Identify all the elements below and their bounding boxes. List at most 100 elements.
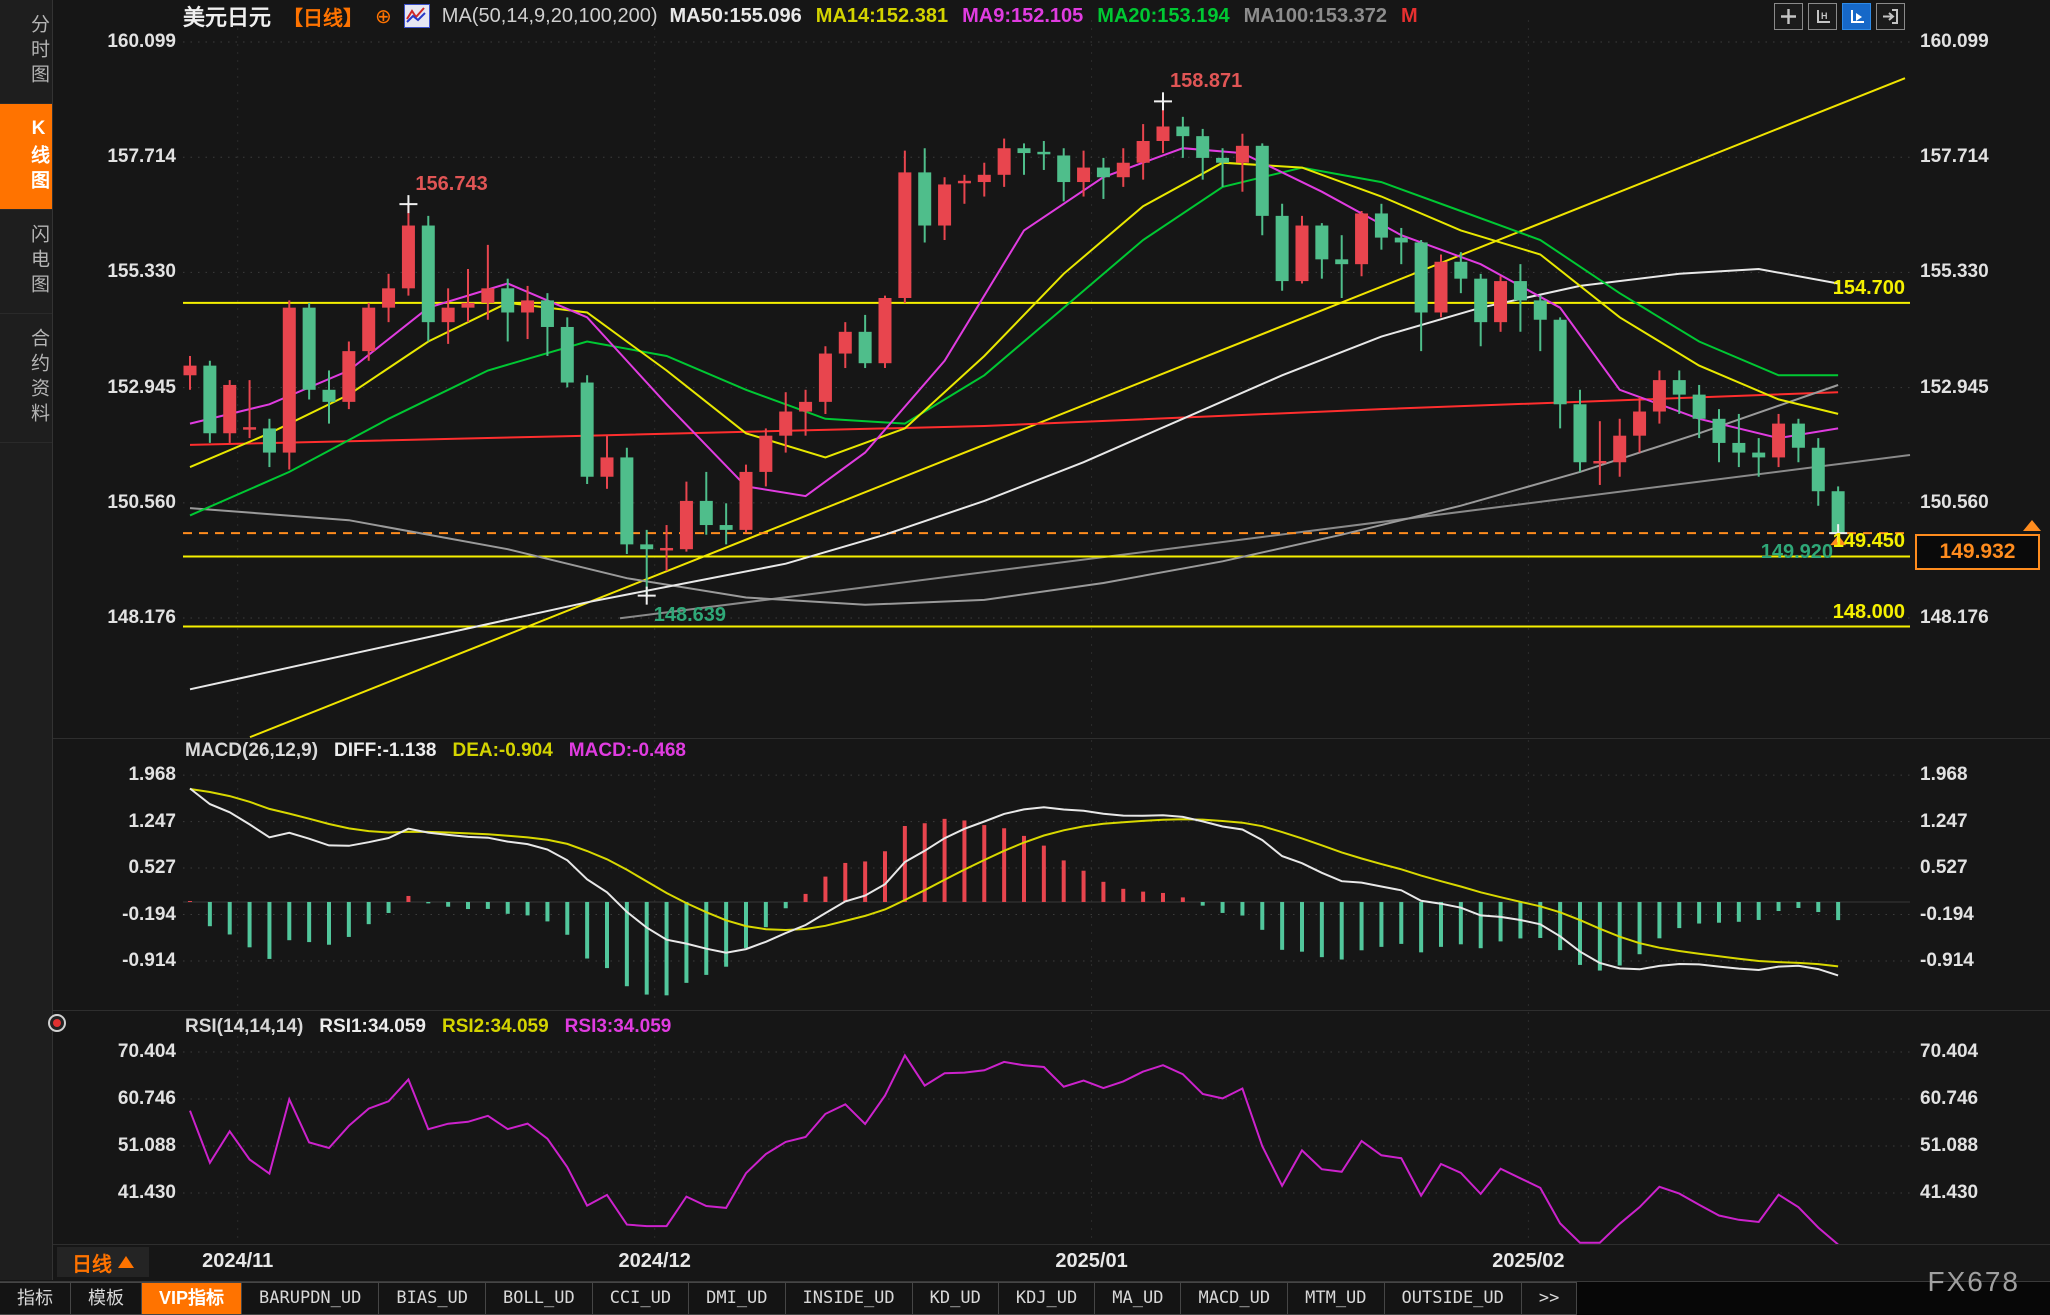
macd-diff-line <box>189 787 1839 977</box>
date-axis-label: 2025/01 <box>1055 1250 1128 1272</box>
price-up-arrow-icon[interactable] <box>2023 520 2041 531</box>
macd-axis-label: 0.527 <box>128 857 176 878</box>
rsi3-value: RSI3:34.059 <box>564 1016 672 1037</box>
macd-axis-label: -0.194 <box>1920 903 1974 925</box>
tab-kdj-ud[interactable]: KDJ_UD <box>997 1282 1096 1315</box>
rsi-header: RSI(14,14,14) RSI1:34.059 RSI2:34.059 RS… <box>185 1016 671 1038</box>
price-axis-label: 157.714 <box>1920 146 1989 168</box>
exit-icon[interactable] <box>1876 3 1905 30</box>
price-annotation: 158.871 <box>1169 70 1243 93</box>
tab-barupdn-ud[interactable]: BARUPDN_UD <box>241 1282 380 1315</box>
rsi2-value: RSI2:34.059 <box>441 1016 549 1037</box>
tab-cci-ud[interactable]: CCI_UD <box>591 1282 690 1315</box>
chart-type-icon[interactable] <box>403 4 430 28</box>
ma-values: MA50:155.096 MA14:152.381 MA9:152.105 MA20:… <box>669 5 1431 28</box>
sidebar-item-1[interactable]: K线图 <box>0 104 52 210</box>
ma-param-label: MA(50,14,9,20,100,200) <box>441 4 658 27</box>
price-axis-label: 160.099 <box>1920 31 1989 52</box>
ma-value-label: M <box>1401 4 1418 27</box>
period-selector-button[interactable]: 日线 <box>57 1247 149 1277</box>
tab-inside-ud[interactable]: INSIDE_UD <box>784 1282 913 1315</box>
tab-mtm-ud[interactable]: MTM_UD <box>1287 1282 1385 1315</box>
ma-value-label: MA20:153.194 <box>1097 4 1230 27</box>
macd-axis-label: -0.914 <box>122 949 176 971</box>
tab-dmi-ud[interactable]: DMI_UD <box>688 1282 786 1315</box>
tab-ma-ud[interactable]: MA_UD <box>1094 1282 1182 1315</box>
rsi1-value: RSI1:34.059 <box>319 1016 426 1037</box>
panel-separator-dates <box>52 1244 2050 1245</box>
chart-header: 美元日元 【日线】 ⊕ MA(50,14,9,20,100,200) MA50:… <box>183 2 1432 30</box>
ma-value-label: MA9:152.105 <box>962 4 1084 27</box>
svg-text:H: H <box>1821 11 1828 21</box>
price-axis-label: 152.945 <box>1920 376 1989 398</box>
macd-dea-line <box>189 788 1839 968</box>
sidebar-item-0[interactable]: 分时图 <box>0 0 52 104</box>
pan-icon[interactable] <box>1774 3 1803 30</box>
tab-vip指标[interactable]: VIP指标 <box>141 1282 243 1315</box>
price-axis-label: 150.560 <box>1920 491 1989 513</box>
record-icon[interactable] <box>48 1014 66 1032</box>
ma-line-ma9 <box>189 147 1839 498</box>
tab-kd-ud[interactable]: KD_UD <box>911 1282 999 1315</box>
macd-axis-label: 1.247 <box>1920 810 1968 832</box>
current-price-tag: 149.932 <box>1915 534 2040 570</box>
date-axis-label: 2024/11 <box>202 1250 274 1272</box>
price-axis-label: 148.176 <box>107 607 176 628</box>
macd-title: MACD(26,12,9) <box>185 740 319 761</box>
rsi-axis-label: 70.404 <box>117 1041 176 1062</box>
sidebar-divider <box>52 0 53 1280</box>
ma-value-label: MA100:153.372 <box>1243 4 1388 27</box>
indicator-tab-bar: 指标 模板 VIP指标 BARUPDN_UD BIAS_UD BOLL_UD CCI_UD D… <box>0 1281 2050 1315</box>
tab--[interactable]: >> <box>1520 1282 1578 1315</box>
sidebar-item-3[interactable]: 合约资料 <box>0 314 52 443</box>
ma-line-ma50 <box>189 267 1839 691</box>
price-axis-label: 148.176 <box>1920 607 1989 628</box>
ma-line-ma20 <box>189 166 1839 517</box>
rsi-axis-label: 60.746 <box>1920 1088 1979 1109</box>
macd-diff-value: DIFF:-1.138 <box>334 740 437 761</box>
price-axis-label: 155.330 <box>1920 261 1989 283</box>
tab-bias-ud[interactable]: BIAS_UD <box>378 1282 487 1315</box>
chart-toolbar: H <box>1774 3 1905 30</box>
level-label: 149.450 <box>1832 530 1905 553</box>
session-low-label: 149.920 <box>1760 541 1833 563</box>
ma-line-ma200 <box>189 391 1839 446</box>
axis-scale-icon[interactable]: H <box>1808 3 1837 30</box>
price-axis-label: 150.560 <box>107 491 176 513</box>
rsi-axis-label: 51.088 <box>1920 1135 1979 1156</box>
period-tag[interactable]: 【日线】 <box>283 7 364 30</box>
macd-axis-label: -0.194 <box>122 903 176 925</box>
price-axis-label: 152.945 <box>107 376 176 398</box>
level-label: 154.700 <box>1832 276 1905 299</box>
macd-dea-value: DEA:-0.904 <box>452 740 553 761</box>
ma-line-ma100 <box>189 384 1839 606</box>
sidebar-item-2[interactable]: 闪电图 <box>0 210 52 314</box>
panel-separator-macd <box>52 738 2050 739</box>
tab-boll-ud[interactable]: BOLL_UD <box>485 1282 593 1315</box>
tab-outside-ud[interactable]: OUTSIDE_UD <box>1383 1282 1522 1315</box>
rsi-line <box>189 1053 1839 1246</box>
price-annotation: 156.743 <box>415 173 488 196</box>
tab-指标[interactable]: 指标 <box>0 1282 71 1315</box>
tab-macd-ud[interactable]: MACD_UD <box>1180 1282 1289 1315</box>
axis-play-icon[interactable] <box>1842 3 1871 30</box>
circle-plus-icon[interactable]: ⊕ <box>375 5 392 28</box>
rsi-title: RSI(14,14,14) <box>185 1016 304 1037</box>
symbol-title: 美元日元 <box>183 5 272 30</box>
rsi-axis-label: 70.404 <box>1920 1041 1979 1062</box>
price-axis-label: 157.714 <box>107 146 176 168</box>
sidebar: 分时图 K线图 闪电图 合约资料 <box>0 0 52 1280</box>
price-annotation: 148.639 <box>653 603 726 626</box>
period-selector-label: 日线 <box>72 1253 112 1276</box>
macd-axis-label: 1.247 <box>128 810 176 832</box>
ma-line-ma14 <box>189 161 1839 469</box>
rsi-axis-label: 41.430 <box>117 1182 176 1204</box>
tab-模板[interactable]: 模板 <box>70 1282 142 1315</box>
macd-bar-value: MACD:-0.468 <box>568 740 686 761</box>
triangle-up-icon <box>118 1256 134 1268</box>
ma-value-label: MA14:152.381 <box>815 4 949 27</box>
macd-axis-label: 1.968 <box>128 764 176 786</box>
date-axis-label: 2024/12 <box>618 1250 691 1272</box>
macd-axis-label: 1.968 <box>1920 764 1968 786</box>
